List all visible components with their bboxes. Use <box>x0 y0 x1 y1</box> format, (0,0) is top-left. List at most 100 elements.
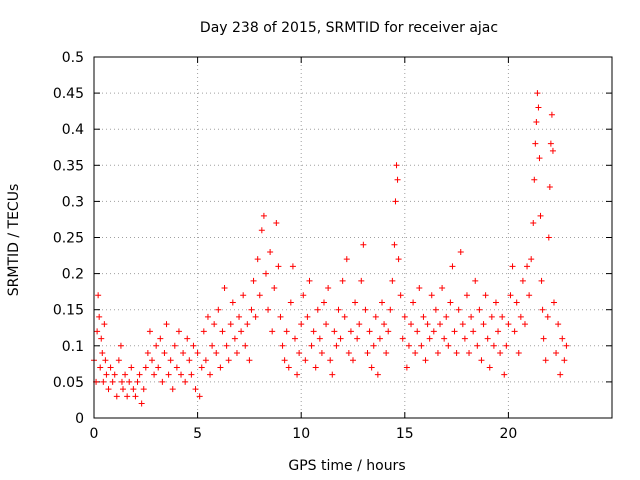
y-tick-label: 0.4 <box>62 122 84 138</box>
data-point <box>538 277 545 284</box>
data-point <box>341 313 348 320</box>
data-point <box>217 364 224 371</box>
y-tick-label: 0.05 <box>53 375 84 391</box>
data-point <box>364 350 371 357</box>
data-point <box>308 342 315 349</box>
data-point <box>209 342 216 349</box>
data-point <box>455 306 462 313</box>
data-point <box>298 321 305 328</box>
data-point <box>519 277 526 284</box>
data-point <box>178 371 185 378</box>
data-point <box>95 292 102 299</box>
data-point <box>267 248 274 255</box>
data-point <box>100 378 107 385</box>
data-point <box>453 350 460 357</box>
data-point <box>256 292 263 299</box>
data-point <box>387 306 394 313</box>
data-point <box>501 371 508 378</box>
data-point <box>484 335 491 342</box>
data-point <box>434 350 441 357</box>
data-point <box>180 350 187 357</box>
data-point <box>517 313 524 320</box>
tick-labels: 0 0.05 0.1 0.15 0.2 0.25 0.3 0.35 0.4 0.45 0.5 0 5 10… <box>53 50 517 442</box>
data-point <box>250 277 257 284</box>
data-point <box>553 350 560 357</box>
data-point <box>97 364 104 371</box>
data-point <box>188 371 195 378</box>
data-point <box>559 335 566 342</box>
data-point <box>497 350 504 357</box>
data-point <box>96 313 103 320</box>
data-point <box>418 342 425 349</box>
data-point <box>532 140 539 147</box>
data-point <box>385 328 392 335</box>
data-point <box>358 277 365 284</box>
data-point <box>548 111 555 118</box>
data-point <box>198 364 205 371</box>
data-point <box>383 350 390 357</box>
data-point <box>368 364 375 371</box>
data-point <box>350 357 356 364</box>
data-point <box>432 306 439 313</box>
data-point <box>476 306 483 313</box>
data-point <box>414 328 421 335</box>
data-point <box>153 342 160 349</box>
data-point <box>426 335 433 342</box>
x-tick-label: 10 <box>292 426 310 442</box>
data-point <box>331 328 338 335</box>
data-point <box>262 270 269 277</box>
data-point <box>107 364 114 371</box>
data-point <box>499 313 506 320</box>
data-point <box>161 350 168 357</box>
x-tick-label: 15 <box>396 426 414 442</box>
data-point <box>128 364 135 371</box>
data-point <box>343 256 350 263</box>
data-point <box>240 292 247 299</box>
data-point <box>490 342 497 349</box>
data-point <box>260 212 267 219</box>
data-point <box>175 328 182 335</box>
data-point <box>207 371 214 378</box>
data-point <box>314 306 321 313</box>
data-point <box>392 198 399 205</box>
x-tick-label: 0 <box>90 426 99 442</box>
data-point <box>540 335 547 342</box>
data-point <box>339 277 346 284</box>
data-point <box>242 342 249 349</box>
data-point <box>225 357 232 364</box>
data-point <box>546 183 553 190</box>
data-point <box>159 378 166 385</box>
data-point <box>443 313 450 320</box>
data-point <box>379 299 386 306</box>
data-point <box>459 321 466 328</box>
data-point <box>109 378 116 385</box>
data-point <box>555 321 562 328</box>
data-point <box>265 306 272 313</box>
data-point <box>285 364 292 371</box>
data-point <box>122 371 129 378</box>
data-point <box>130 386 137 393</box>
data-point <box>372 313 379 320</box>
data-point <box>399 335 406 342</box>
data-point <box>134 378 141 385</box>
data-point <box>466 350 473 357</box>
data-point <box>94 328 101 335</box>
data-point <box>347 328 354 335</box>
data-point <box>320 299 327 306</box>
data-point <box>200 328 207 335</box>
data-point <box>294 371 301 378</box>
data-point <box>531 176 538 183</box>
data-point <box>550 299 557 306</box>
data-point <box>395 256 402 263</box>
data-point <box>439 285 446 292</box>
data-point <box>323 321 330 328</box>
data-point <box>102 357 109 364</box>
data-point <box>246 357 253 364</box>
data-point <box>445 342 452 349</box>
data-point <box>124 393 131 400</box>
data-point <box>537 212 544 219</box>
data-point <box>316 335 323 342</box>
data-point <box>202 357 209 364</box>
data-point <box>325 285 332 292</box>
data-point <box>165 371 172 378</box>
